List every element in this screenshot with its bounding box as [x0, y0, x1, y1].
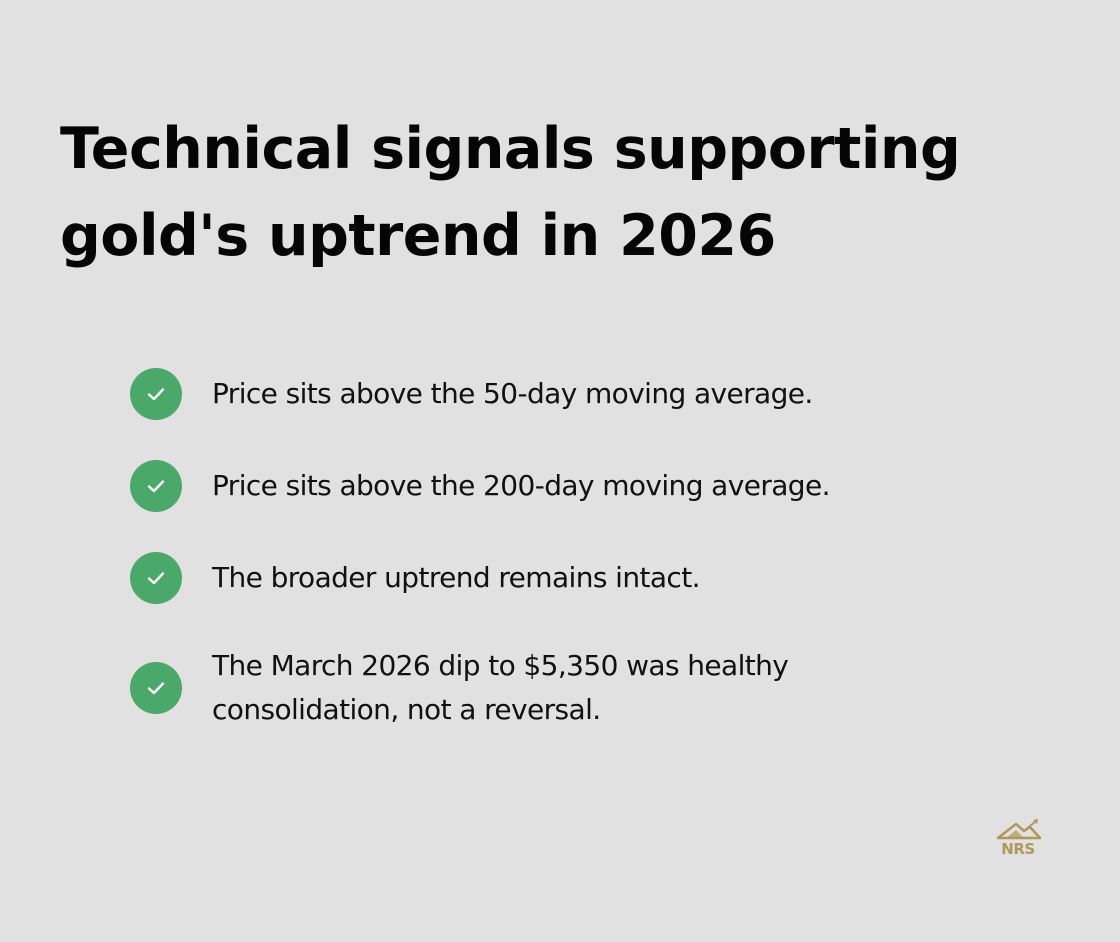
- check-circle-icon: [130, 662, 182, 714]
- nrs-logo: NRS: [994, 818, 1044, 860]
- list-item: The broader uptrend remains intact.: [130, 552, 1030, 604]
- list-item-text: The March 2026 dip to $5,350 was healthy…: [212, 649, 789, 726]
- list-item: Price sits above the 200-day moving aver…: [130, 460, 1030, 512]
- check-circle-icon: [130, 552, 182, 604]
- list-item-text: Price sits above the 200-day moving aver…: [212, 469, 831, 502]
- check-circle-icon: [130, 460, 182, 512]
- list-item: The March 2026 dip to $5,350 was healthy…: [130, 644, 1030, 732]
- logo-text: NRS: [1001, 840, 1035, 858]
- mountain-arrow-icon: [996, 819, 1042, 840]
- page-title: Technical signals supporting gold's uptr…: [60, 116, 961, 269]
- list-item: Price sits above the 50-day moving avera…: [130, 368, 1030, 420]
- check-circle-icon: [130, 368, 182, 420]
- list-item-text: Price sits above the 50-day moving avera…: [212, 377, 813, 410]
- list-item-text: The broader uptrend remains intact.: [212, 561, 701, 594]
